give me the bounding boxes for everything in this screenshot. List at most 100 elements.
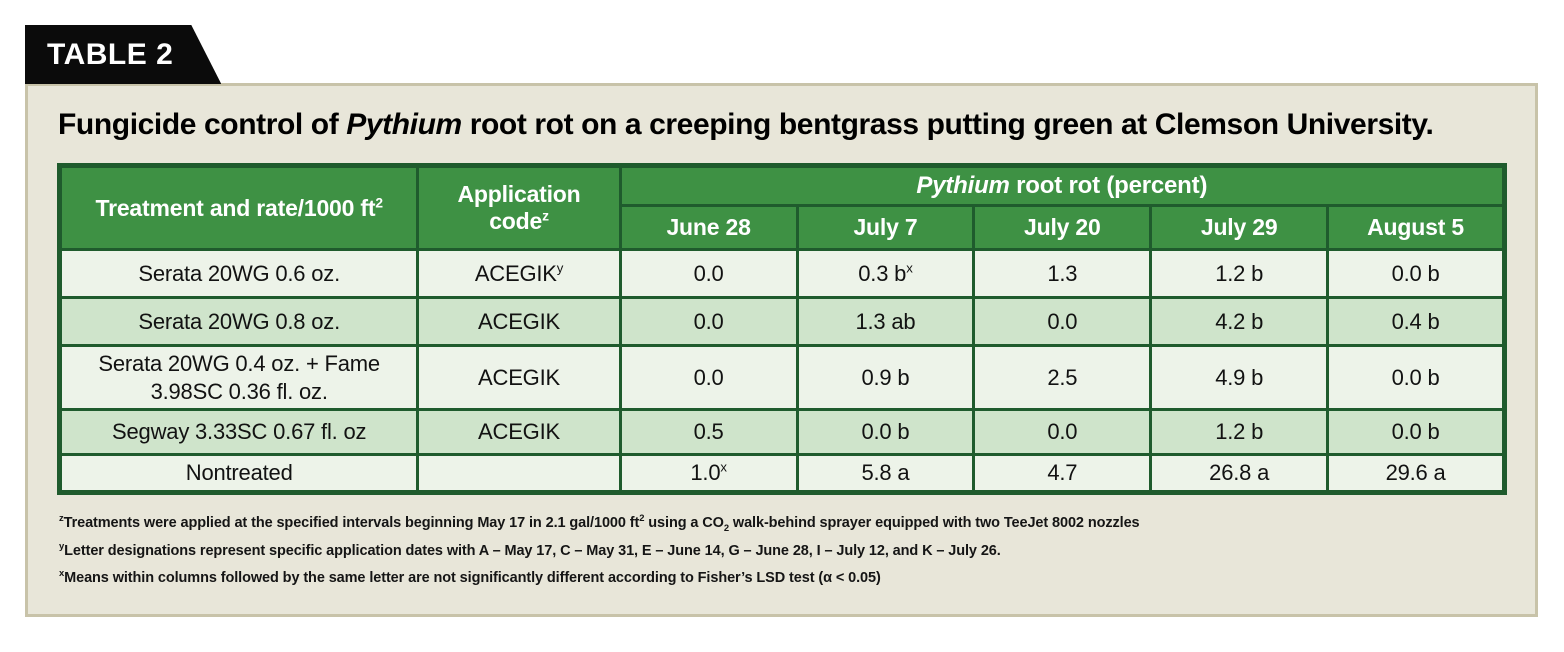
code-text: ACEGIK	[478, 308, 560, 334]
value-text: 0.0	[1047, 308, 1078, 334]
value-cell: 0.0	[618, 296, 799, 347]
application-code-cell: ACEGIK	[416, 344, 622, 411]
column-header-treatment: Treatment and rate/1000 ft2	[57, 164, 420, 251]
value-cell: 1.2 b	[1149, 248, 1330, 299]
treatment-cell: Serata 20WG 0.4 oz. + Fame 3.98SC 0.36 f…	[57, 344, 420, 411]
span-header-rest: root rot (percent)	[1009, 172, 1208, 199]
value-sup: x	[906, 260, 913, 276]
value-cell: 29.6 a	[1326, 453, 1506, 494]
column-group-header-pythium-root-rot: Pythium root rot (percent)	[618, 164, 1507, 207]
table-number-label: TABLE 2	[47, 37, 174, 71]
value-text: 5.8 a	[861, 460, 910, 485]
treatment-cell: Serata 20WG 0.8 oz.	[57, 296, 420, 347]
application-code-cell	[416, 453, 622, 494]
value-cell: 4.7	[972, 453, 1153, 494]
footnote-marker: y	[59, 539, 65, 551]
treatment-header-text: Treatment and rate/1000 ft	[95, 194, 376, 221]
column-header-date-july-7: July 7	[795, 204, 976, 251]
value-text: 0.5	[693, 419, 724, 444]
footnote-text: walk-behind sprayer equipped with two Te…	[728, 515, 1140, 531]
data-table: Treatment and rate/1000 ft2 Application c…	[57, 163, 1507, 495]
value-text: 0.0 b	[1391, 260, 1440, 286]
treatment-cell: Segway 3.33SC 0.67 fl. oz	[57, 408, 420, 456]
value-cell: 0.9 b	[795, 344, 976, 411]
value-cell: 4.2 b	[1149, 296, 1330, 347]
treatment-cell: Nontreated	[57, 453, 420, 494]
value-text: 0.0 b	[1391, 419, 1440, 444]
value-text: 1.0	[690, 460, 721, 485]
value-text: 1.2 b	[1215, 260, 1264, 286]
table-title: Fungicide control of Pythium root rot on…	[58, 108, 1505, 142]
value-cell: 1.3 ab	[795, 296, 976, 347]
application-code-cell: ACEGIK	[416, 408, 622, 456]
title-italic-genus: Pythium	[346, 108, 462, 141]
value-text: 0.0 b	[1391, 364, 1440, 390]
value-cell: 0.0 b	[1326, 408, 1506, 456]
value-text: 0.9 b	[861, 364, 910, 390]
value-text: 0.0	[693, 308, 724, 334]
column-header-application-code: Application codez	[416, 164, 622, 251]
footnote-sup: 2	[639, 512, 645, 524]
span-header-italic: Pythium	[916, 172, 1010, 199]
application-code-cell: ACEGIK	[416, 296, 622, 347]
value-sup: x	[720, 459, 727, 475]
code-text: ACEGIK	[478, 364, 560, 390]
value-cell: 0.4 b	[1326, 296, 1506, 347]
value-cell: 5.8 a	[795, 453, 976, 494]
value-cell: 0.3 bx	[795, 248, 976, 299]
value-text: 0.0	[693, 364, 724, 390]
table-row: Segway 3.33SC 0.67 fl. oz ACEGIK 0.5 0.0…	[57, 408, 1506, 456]
footnote-text: using a CO	[644, 515, 724, 531]
value-text: 0.0 b	[861, 419, 910, 444]
value-cell: 26.8 a	[1149, 453, 1330, 494]
value-cell: 0.0 b	[1326, 248, 1506, 299]
value-text: 29.6 a	[1385, 460, 1446, 485]
value-text: 0.4 b	[1391, 308, 1440, 334]
table-row: Serata 20WG 0.4 oz. + Fame 3.98SC 0.36 f…	[57, 344, 1506, 411]
footnote-text: Treatments were applied at the specified…	[63, 515, 640, 531]
value-cell: 0.0	[618, 248, 799, 299]
application-header-line1: Application	[457, 181, 581, 207]
value-cell: 0.0 b	[1326, 344, 1506, 411]
value-text: 0.0	[693, 260, 724, 286]
value-cell: 0.5	[618, 408, 799, 456]
treatment-header-sup: 2	[375, 194, 383, 210]
treatment-cell: Serata 20WG 0.6 oz.	[57, 248, 420, 299]
value-text: 1.2 b	[1215, 419, 1264, 444]
column-header-date-june-28: June 28	[618, 204, 799, 251]
table-panel: Fungicide control of Pythium root rot on…	[25, 83, 1538, 617]
value-text: 1.3 ab	[855, 308, 916, 334]
column-header-date-july-20: July 20	[972, 204, 1153, 251]
footnote-marker: z	[59, 512, 64, 524]
title-prefix: Fungicide control of	[58, 108, 347, 141]
code-text: ACEGIK	[474, 260, 557, 286]
code-text: ACEGIK	[478, 419, 560, 444]
value-text: 0.3 b	[858, 260, 907, 286]
value-cell: 0.0	[618, 344, 799, 411]
value-cell: 1.3	[972, 248, 1153, 299]
value-text: 4.2 b	[1215, 308, 1264, 334]
value-cell: 1.2 b	[1149, 408, 1330, 456]
value-text: 2.5	[1047, 364, 1078, 390]
value-text: 4.9 b	[1215, 364, 1264, 390]
table-row: Serata 20WG 0.6 oz. ACEGIKy 0.0 0.3 bx 1…	[57, 248, 1506, 299]
footnote-text: Letter designations represent specific a…	[64, 542, 1001, 559]
footnote-x: xMeans within columns followed by the sa…	[59, 565, 1505, 593]
value-cell: 1.0x	[618, 453, 799, 494]
footnote-z: zTreatments were applied at the specifie…	[59, 510, 1505, 538]
table-row: Nontreated 1.0x 5.8 a 4.7 26.8 a 29.6 a	[57, 453, 1506, 494]
column-header-date-july-29: July 29	[1149, 204, 1330, 251]
footnotes: zTreatments were applied at the specifie…	[59, 510, 1505, 593]
application-code-cell: ACEGIKy	[416, 248, 622, 299]
application-header-line2: code	[489, 208, 543, 234]
table-number-tab: TABLE 2	[25, 25, 221, 84]
value-cell: 0.0 b	[795, 408, 976, 456]
title-suffix: root rot on a creeping bentgrass putting…	[461, 108, 1434, 141]
value-text: 4.7	[1047, 460, 1078, 485]
column-header-date-august-5: August 5	[1326, 204, 1506, 251]
application-header-sup: z	[542, 208, 549, 224]
code-sup: y	[556, 260, 564, 276]
value-cell: 2.5	[972, 344, 1153, 411]
value-cell: 0.0	[972, 296, 1153, 347]
